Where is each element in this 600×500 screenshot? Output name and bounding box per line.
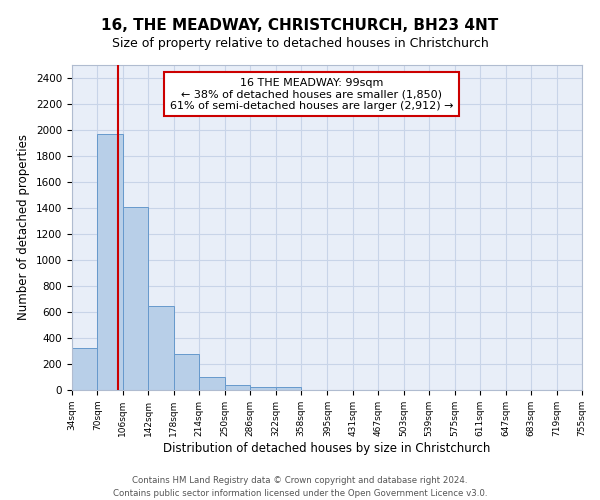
Y-axis label: Number of detached properties: Number of detached properties <box>17 134 31 320</box>
X-axis label: Distribution of detached houses by size in Christchurch: Distribution of detached houses by size … <box>163 442 491 454</box>
Bar <box>123 206 148 390</box>
Bar <box>72 348 97 390</box>
Bar <box>250 387 276 390</box>
Bar <box>148 306 174 390</box>
Text: Contains HM Land Registry data © Crown copyright and database right 2024.
Contai: Contains HM Land Registry data © Crown c… <box>113 476 487 498</box>
Bar <box>225 385 250 390</box>
Text: 16 THE MEADWAY: 99sqm
← 38% of detached houses are smaller (1,850)
61% of semi-d: 16 THE MEADWAY: 99sqm ← 38% of detached … <box>170 78 454 111</box>
Bar <box>199 377 225 390</box>
Bar <box>174 354 199 390</box>
Text: Size of property relative to detached houses in Christchurch: Size of property relative to detached ho… <box>112 38 488 51</box>
Text: 16, THE MEADWAY, CHRISTCHURCH, BH23 4NT: 16, THE MEADWAY, CHRISTCHURCH, BH23 4NT <box>101 18 499 32</box>
Bar <box>97 134 123 390</box>
Bar <box>276 388 301 390</box>
